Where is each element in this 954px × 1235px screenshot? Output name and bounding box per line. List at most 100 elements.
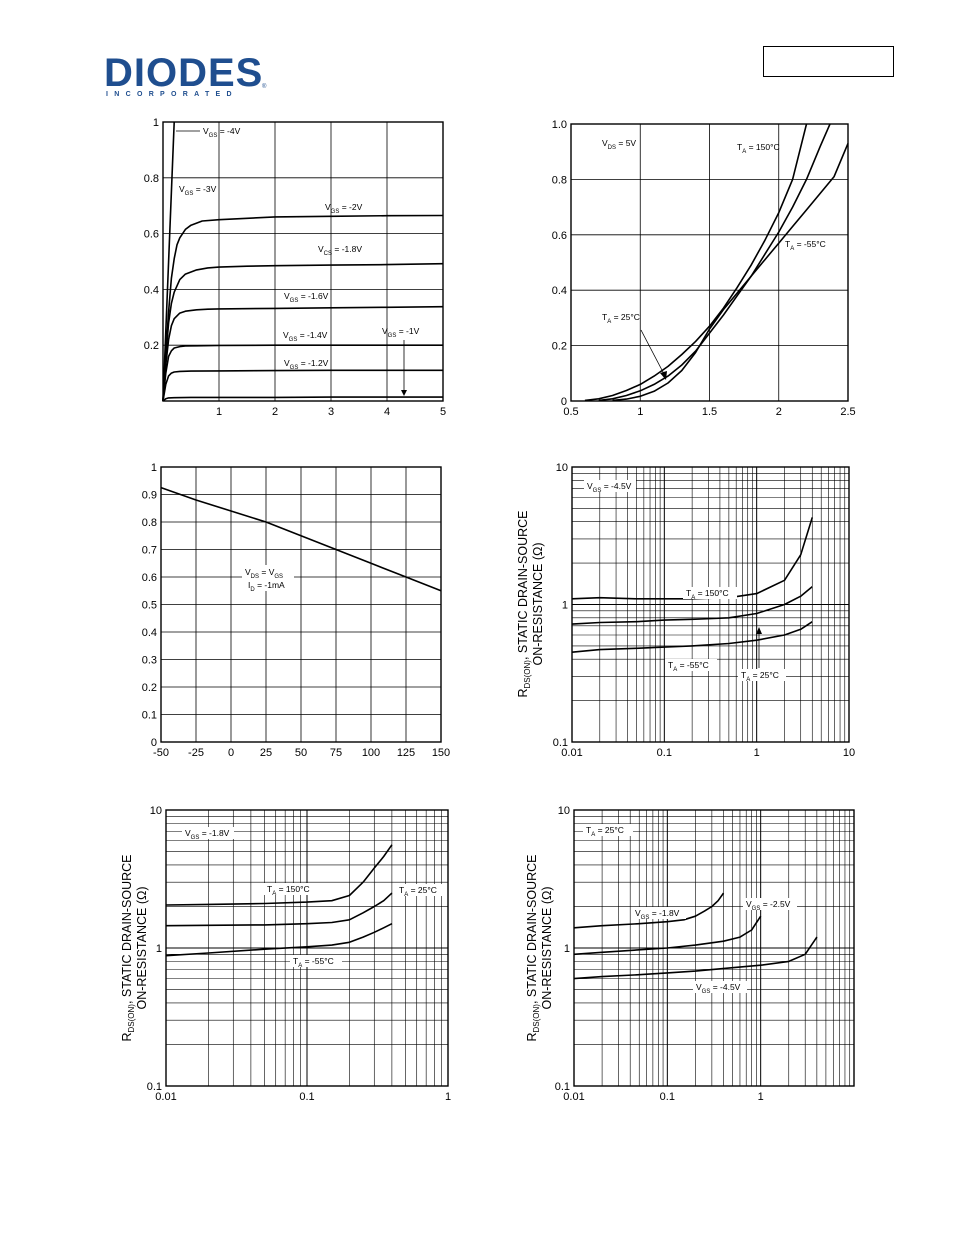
x-tick-label: 10 [843, 747, 855, 759]
x-tick-label: 0.01 [563, 1091, 584, 1103]
x-tick-label: 75 [330, 747, 342, 759]
y-tick-label: 0.7 [142, 545, 157, 557]
series-line [162, 214, 444, 402]
y-axis-label-line2: ON-RESISTANCE (Ω) [531, 542, 545, 665]
y-tick-label: 0.8 [142, 517, 157, 529]
plot-frame [162, 121, 444, 402]
x-tick-label: 1 [754, 747, 760, 759]
label-ta-150: TA = 150°C [737, 142, 780, 155]
chart-annotations: VGS = -4.5V TA = 150°C TA = -55°C TA = 2… [584, 480, 786, 683]
label-bg [584, 480, 636, 492]
y-tick-label: 1.0 [552, 119, 567, 131]
label-ta-55: TA = -55°C [785, 239, 826, 252]
y-tick-label: 10 [558, 805, 570, 817]
label-bg [290, 955, 342, 967]
label-bg [683, 587, 737, 599]
y-tick-label: 0.8 [552, 174, 567, 186]
arrow-ta-25 [640, 329, 665, 375]
y-tick-label: 0.2 [552, 341, 567, 353]
series-line [573, 892, 725, 929]
plot-frame [570, 123, 849, 402]
series-line [571, 621, 813, 653]
chart-plot-area: 1 2 3 4 5 0.2 0.4 0.6 0.8 1 [144, 117, 446, 418]
label-ta-55: TA = -55°C [293, 956, 334, 969]
x-tick-label: 1 [445, 1091, 451, 1103]
label-ta-150: TA = 150°C [267, 884, 310, 897]
arrowhead-ta-25 [660, 371, 667, 380]
x-tick-label: 5 [440, 406, 446, 418]
series-line [162, 396, 443, 402]
x-tick-label: 0.01 [561, 747, 582, 759]
x-tick-label: 0 [228, 747, 234, 759]
series-line [584, 123, 808, 402]
x-tick-label: -25 [188, 747, 204, 759]
y-tick-label: 0.4 [144, 284, 159, 296]
label-bg [693, 981, 747, 993]
x-tick-label: 1 [758, 1091, 764, 1103]
chart-annotations: TA = 25°C VGS = -1.8V VGS = -2.5V VGS = … [583, 824, 797, 995]
series-line [162, 305, 444, 402]
series-line [162, 262, 444, 402]
plot-frame [160, 466, 442, 743]
y-axis-label: RDS(ON), STATIC DRAIN-SOURCE [525, 854, 541, 1041]
x-tick-label: 4 [384, 406, 390, 418]
x-tick-label: 0.01 [155, 1091, 176, 1103]
label-ta-25: TA = 25°C [586, 825, 624, 838]
x-tick-label: -50 [153, 747, 169, 759]
series-line [165, 922, 393, 957]
y-axis-label-line2: ON-RESISTANCE (Ω) [540, 886, 554, 1009]
x-tick-label: 25 [260, 747, 272, 759]
label-bg [743, 898, 797, 910]
y-tick-label: 0.6 [552, 230, 567, 242]
y-tick-label: 0.1 [553, 737, 568, 749]
plot-frame [571, 466, 850, 743]
label-ta-150: TA = 150°C [686, 588, 729, 601]
y-tick-label: 0 [561, 396, 567, 408]
label-ta-25: TA = 25°C [741, 670, 779, 683]
logo-text: DIODES [104, 51, 263, 95]
label-bg [264, 883, 318, 895]
y-tick-label: 0.6 [142, 572, 157, 584]
y-tick-label: 1 [156, 943, 162, 955]
series-line [571, 585, 813, 625]
diodes-logo: DIODES INCORPORATED ® [104, 51, 267, 98]
y-tick-label: 0.2 [142, 682, 157, 694]
arrowhead-ta-25 [756, 627, 762, 634]
x-tick-label: 50 [295, 747, 307, 759]
plot-frame [165, 809, 449, 1087]
y-tick-label: 0.3 [142, 655, 157, 667]
series-line [162, 121, 175, 402]
chart-plot-area: 0.5 1 1.5 2 2.5 0 0.2 0.4 0.6 0.8 1.0 [552, 119, 856, 418]
label-bg [632, 907, 686, 919]
x-tick-label: 3 [328, 406, 334, 418]
label-ta-55: TA = -55°C [668, 660, 709, 673]
y-tick-label: 0.8 [144, 173, 159, 185]
y-tick-label: 0.4 [552, 285, 567, 297]
y-axis-label: RDS(ON), STATIC DRAIN-SOURCE [120, 854, 136, 1041]
label-ta-25: TA = 25°C [602, 312, 640, 325]
chart-annotations: VDS = VGS ID = -1mA [242, 565, 294, 593]
label-bg [242, 565, 294, 591]
x-tick-label: 2 [776, 406, 782, 418]
y-tick-label: 1 [151, 462, 157, 474]
x-tick-label: 0.1 [660, 1091, 675, 1103]
series-line [162, 369, 443, 402]
y-tick-label: 0.2 [144, 340, 159, 352]
x-tick-label: 1 [637, 406, 643, 418]
label-bg [583, 824, 633, 836]
label-id-1ma: ID = -1mA [248, 580, 285, 593]
y-tick-label: 0.1 [142, 710, 157, 722]
series-line [165, 892, 393, 927]
y-axis-label: RDS(ON), STATIC DRAIN-SOURCE [516, 510, 532, 697]
part-number-box [763, 46, 894, 77]
series-line [160, 486, 442, 592]
y-tick-label: 1 [153, 117, 159, 129]
series-line [573, 915, 762, 956]
label-bg [738, 669, 786, 681]
series-line [162, 344, 443, 402]
